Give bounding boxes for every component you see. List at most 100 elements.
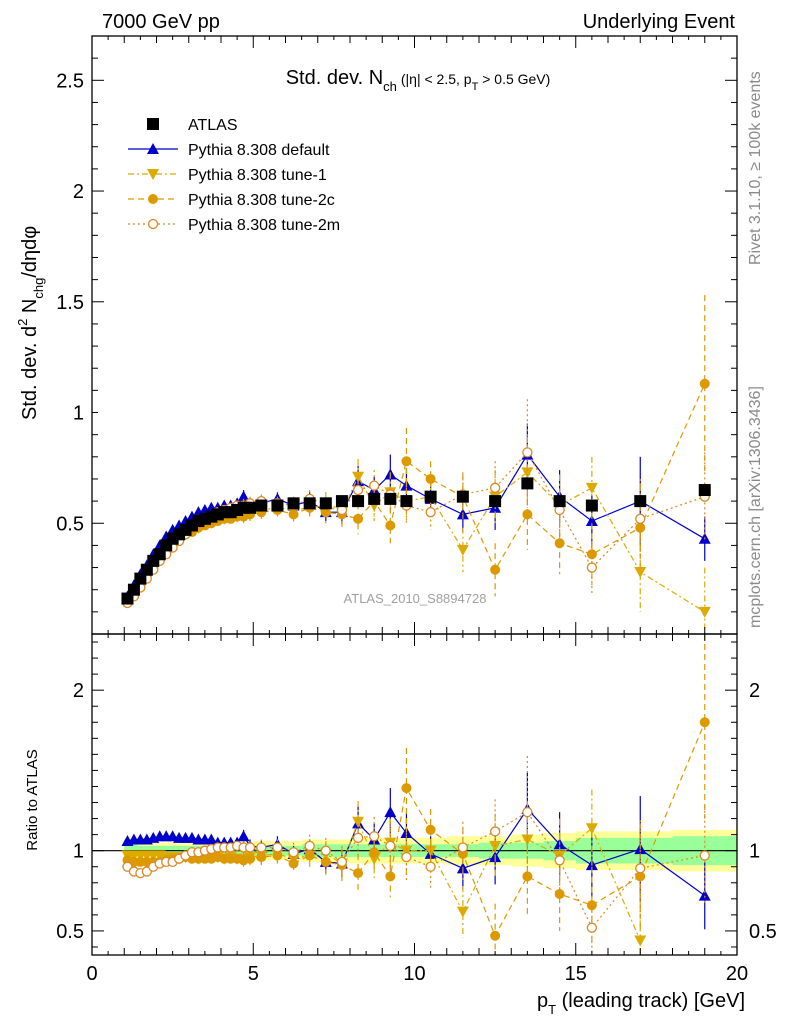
ratio-tune2m-point [244,842,256,853]
main-tune2c-point [554,538,565,549]
ratio-tune2m-point [425,861,436,872]
analysis-watermark: ATLAS_2010_S8894728 [344,591,487,606]
ratio-tune2c-point [490,930,501,941]
legend-marker-default [147,143,159,154]
ratio-default-point [698,889,711,901]
ratio-tune1-point [352,816,365,828]
ratio-tune2m-point [320,845,331,856]
ratio-y-tick-label: 0.5 [56,921,84,943]
main-tune1-point [352,471,365,483]
main-atlas-point [456,490,469,503]
mcplots-label: mcplots.cern.ch [arXiv:1306.3436] [747,386,764,628]
legend-marker-atlas [147,118,159,130]
ratio-tune2c-point [288,858,299,869]
ratio-tune2m-point [336,856,348,868]
main-tune2c-point [586,549,597,560]
main-tune2c-point [288,509,299,520]
header-right: Underlying Event [583,11,736,33]
main-atlas-point [698,484,711,497]
ratio-tune1-point [400,845,413,857]
x-tick-label: 5 [248,963,259,985]
x-tick-label: 15 [565,963,587,985]
main-series-group [121,295,711,634]
legend-label-tune2c: Pythia 8.308 tune-2c [188,192,335,209]
ratio-tune2m-point [522,807,533,818]
ratio-y-tick-label: 2 [73,680,84,702]
ratio-tune2c-point [385,871,396,882]
main-y-tick-label: 2.5 [56,70,84,92]
ratio-tune2m-point [272,842,283,853]
ratio-tune2c-point [256,852,267,863]
legend-marker-tune2c [148,194,158,204]
ratio-tune2m-point [586,922,598,933]
ratio-tune2m-point [699,850,710,861]
rivet-label: Rivet 3.1.10, ≥ 100k events [747,71,764,265]
ratio-tune1-point [456,906,469,918]
ratio-tune2m-point [489,826,501,837]
ratio-tune2c-point [699,717,710,728]
ratio-tune2m-point [288,847,299,858]
main-tune2c-point [490,564,501,575]
main-atlas-point [384,492,397,505]
main-tune2c-point [699,378,710,389]
legend-label-tune1: Pythia 8.308 tune-1 [188,167,327,184]
ratio-tune2m-point [256,842,267,853]
axes-group: 0 5 10 15 200.511.522.50.5 0.51 12 2 [56,35,777,985]
ratio-tune2c-point [353,868,364,879]
main-tune2c-point [320,507,331,518]
ratio-default-point [205,833,218,845]
x-tick-label: 0 [86,963,97,985]
ratio-tune2m-point [369,831,380,842]
ratio-y-tick-label: 1 [73,841,84,863]
ratio-tune1-point [489,840,502,852]
ratio-tune2c-point [245,853,256,864]
main-tune2m-point [425,507,436,518]
main-atlas-point [303,497,316,510]
legend-label-default: Pythia 8.308 default [188,142,330,159]
main-y-tick-label: 0.5 [56,513,84,535]
main-atlas-point [352,495,365,508]
ratio-y-tick-label-right: 1 [749,841,760,863]
main-atlas-point [255,499,268,512]
x-tick-label: 20 [726,963,748,985]
main-atlas-point [319,497,332,510]
ratio-tune2c-point [401,783,412,794]
main-atlas-point [244,501,257,514]
ratio-tune2m-point [635,863,646,874]
ratio-tune2c-point [522,871,533,882]
main-tune2c-point [401,456,412,467]
main-tune1-point [585,482,598,494]
main-tune2c-point [635,522,646,533]
main-atlas-point [634,495,647,508]
main-title: Std. dev. Nch (|η| < 2.5, pT > 0.5 GeV) [286,67,551,94]
ratio-default-point [384,806,397,818]
main-y-tick-label: 2 [73,181,84,203]
main-tune1-point [634,566,647,578]
main-atlas-point [585,499,598,512]
ratio-tune2c-point [586,900,597,911]
ratio-ylabel: Ratio to ATLAS [24,749,41,850]
main-atlas-point [287,497,300,510]
main-tune2m-point [489,482,501,493]
main-default-point [585,515,598,527]
main-tune2c-point [522,509,533,520]
ratio-tune2m-point [554,855,565,866]
legend-marker-tune1 [147,169,159,180]
ratio-tune2m-point [385,840,396,852]
main-atlas-point [489,495,502,508]
main-default-point [237,490,250,502]
main-atlas-point [424,490,437,503]
ratio-tune2m-point [457,842,469,853]
ratio-tune2c-point [320,856,331,867]
main-tune2c-point [425,473,436,484]
main-tune2c-point [385,520,396,531]
main-tune1-point [521,467,534,479]
ratio-series-group [121,634,711,955]
main-atlas-point [553,495,566,508]
main-y-tick-label: 1.5 [56,292,84,314]
main-tune2m-point [369,480,380,491]
ratio-y-tick-label-right: 2 [749,680,760,702]
ratio-tune1-point [634,935,647,947]
main-y-tick-label: 1 [73,403,84,425]
